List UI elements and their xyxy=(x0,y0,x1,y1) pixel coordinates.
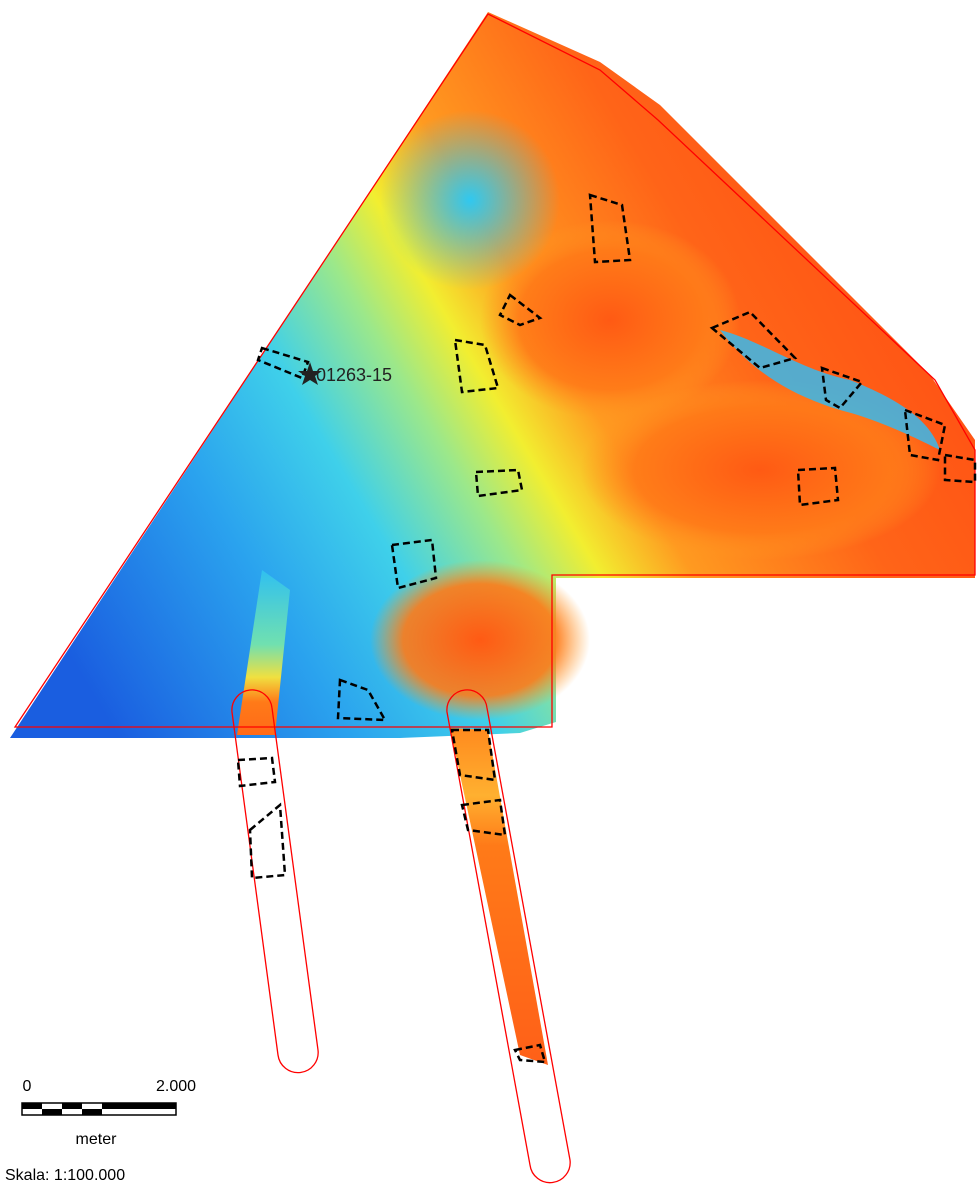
scale-end: 2.000 xyxy=(156,1078,196,1095)
scale-text: Skala: 1:100.000 xyxy=(5,1167,125,1184)
page: 01263-15 0 2.000 meter Skala: 1:100.000 … xyxy=(0,0,978,1192)
bathymetry xyxy=(10,12,975,1065)
point-label: 01263-15 xyxy=(316,365,392,385)
scale-start: 0 xyxy=(23,1078,32,1095)
scale-unit: meter xyxy=(76,1131,118,1148)
map: 01263-15 0 2.000 meter Skala: 1:100.000 xyxy=(0,0,978,1192)
scale-bar: 0 2.000 meter Skala: 1:100.000 xyxy=(5,1078,196,1184)
